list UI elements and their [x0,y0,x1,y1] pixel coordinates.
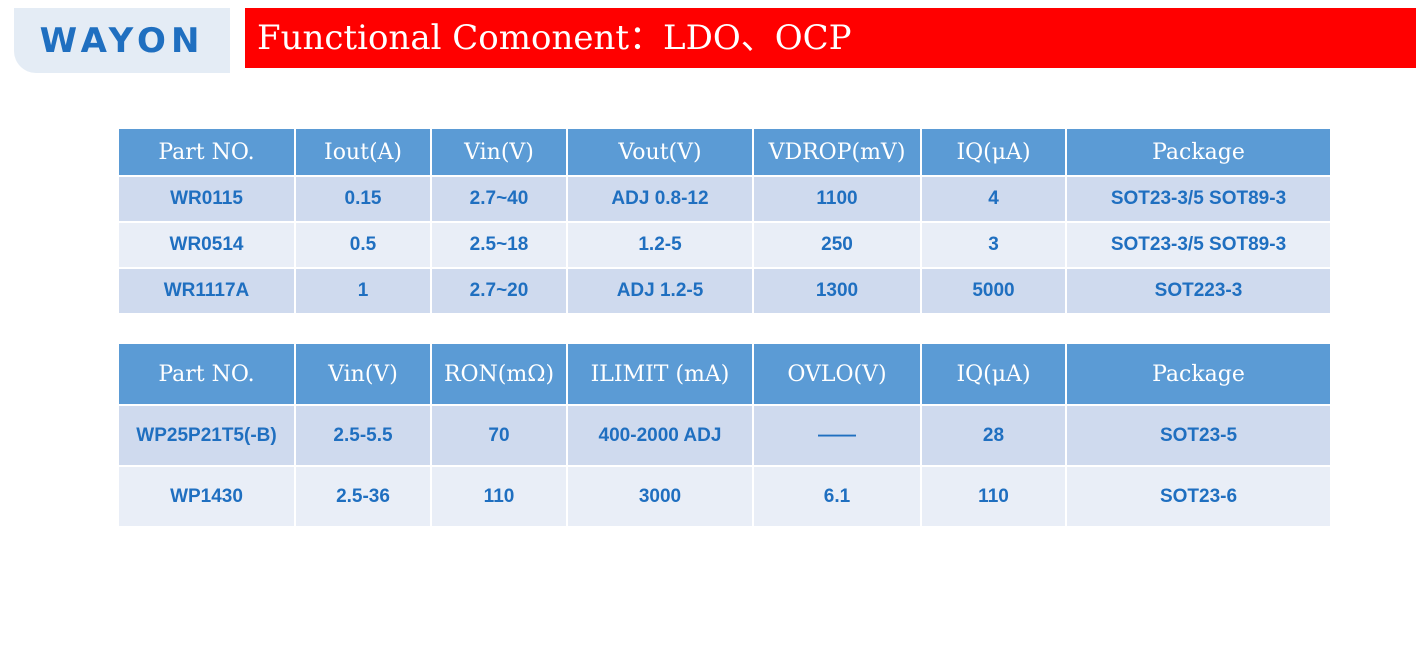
data-row: WR0514 0.5 2.5~18 1.2-5 250 3 SOT23-3/5 SOT89-… [117,221,1332,269]
data-cell: 6.1 [752,465,922,528]
data-cell: 1300 [752,267,922,315]
slide-title: Functional Comonent：LDO、OCP [245,8,1416,68]
data-row: WR0115 0.15 2.7~40 ADJ 0.8-12 1100 4 SOT23-3/5… [117,175,1332,223]
spec-table: Part NO. Vin(V) RON(mΩ) ILIMIT (mA) OVLO(V) I… [117,342,1332,528]
header-cell: Iout(A) [294,127,432,177]
data-cell: 3000 [566,465,754,528]
data-cell: 2.5~18 [430,221,568,269]
logo: WAYON [14,8,230,73]
data-cell: SOT23-3/5 SOT89-3 [1065,221,1332,269]
data-cell: WR1117A [117,267,296,315]
data-cell: ADJ 1.2-5 [566,267,754,315]
data-cell: 250 [752,221,922,269]
header-cell: IQ(μA) [920,127,1067,177]
data-cell: 28 [920,404,1067,467]
data-cell: 2.7~20 [430,267,568,315]
data-cell: 4 [920,175,1067,223]
header-row: Part NO. Vin(V) RON(mΩ) ILIMIT (mA) OVLO(V) I… [117,342,1332,406]
header-cell: IQ(μA) [920,342,1067,406]
data-cell: 110 [920,465,1067,528]
data-cell: 0.5 [294,221,432,269]
data-cell: WP25P21T5(-B) [117,404,296,467]
header-cell: Part NO. [117,342,296,406]
header-cell: OVLO(V) [752,342,922,406]
data-cell: WP1430 [117,465,296,528]
data-cell: WR0115 [117,175,296,223]
data-cell: ADJ 0.8-12 [566,175,754,223]
data-cell: 5000 [920,267,1067,315]
header-cell: Vout(V) [566,127,754,177]
data-cell: SOT23-5 [1065,404,1332,467]
data-cell: 1100 [752,175,922,223]
header-cell: VDROP(mV) [752,127,922,177]
data-row: WP25P21T5(-B) 2.5-5.5 70 400-2000 ADJ —— 28 SO… [117,404,1332,467]
data-cell: 110 [430,465,568,528]
data-cell: 2.5-36 [294,465,432,528]
header-cell: Vin(V) [430,127,568,177]
data-cell: SOT223-3 [1065,267,1332,315]
data-cell: SOT23-6 [1065,465,1332,528]
data-cell: 70 [430,404,568,467]
data-cell: 1.2-5 [566,221,754,269]
data-row: WR1117A 1 2.7~20 ADJ 1.2-5 1300 5000 SOT223-3 [117,267,1332,315]
header-cell: Package [1065,342,1332,406]
data-row: WP1430 2.5-36 110 3000 6.1 110 SOT23-6 [117,465,1332,528]
spec-table: Part NO. Iout(A) Vin(V) Vout(V) VDROP(mV) IQ(… [117,127,1332,315]
data-cell: 1 [294,267,432,315]
header-cell: RON(mΩ) [430,342,568,406]
data-cell: WR0514 [117,221,296,269]
data-cell: SOT23-3/5 SOT89-3 [1065,175,1332,223]
header-cell: ILIMIT (mA) [566,342,754,406]
header-cell: Part NO. [117,127,296,177]
header-cell: Vin(V) [294,342,432,406]
data-cell: —— [752,404,922,467]
header-row: Part NO. Iout(A) Vin(V) Vout(V) VDROP(mV) IQ(… [117,127,1332,177]
data-cell: 2.7~40 [430,175,568,223]
data-cell: 400-2000 ADJ [566,404,754,467]
data-cell: 0.15 [294,175,432,223]
data-cell: 2.5-5.5 [294,404,432,467]
data-cell: 3 [920,221,1067,269]
header-cell: Package [1065,127,1332,177]
